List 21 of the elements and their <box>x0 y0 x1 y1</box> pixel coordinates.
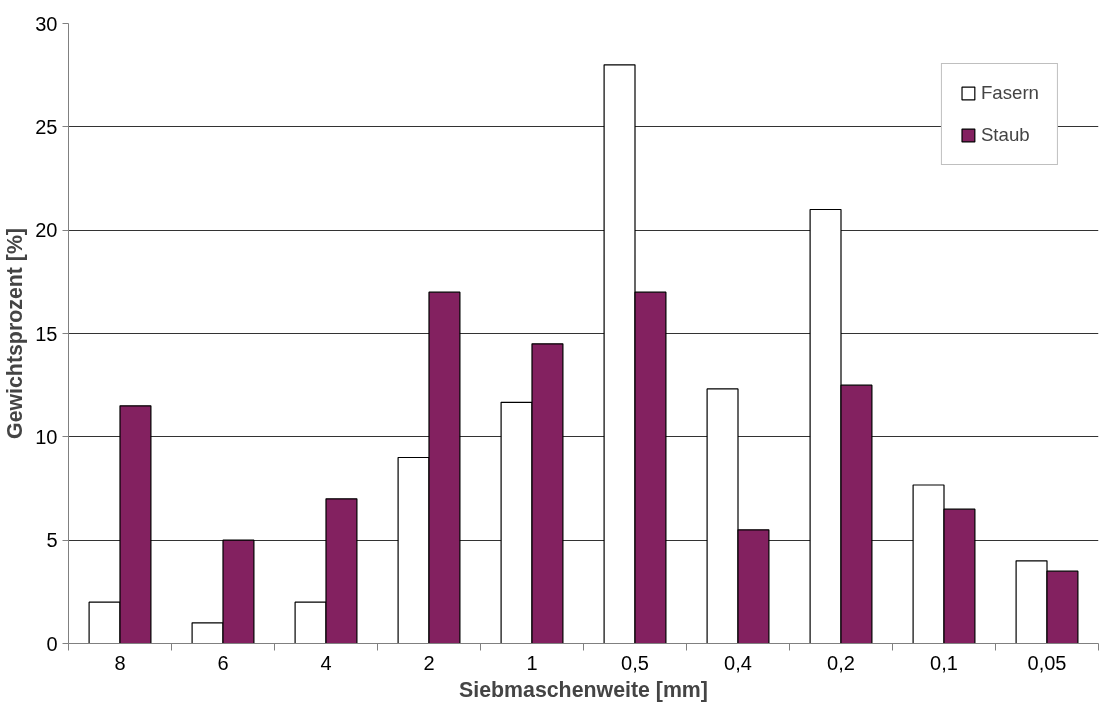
x-tick-label: 1 <box>526 651 538 674</box>
y-tick-label: 5 <box>46 529 58 552</box>
x-tick-label: 0,1 <box>930 651 958 674</box>
y-tick-label: 10 <box>35 425 58 448</box>
y-axis-title: Gewichtsprozent [%] <box>3 228 28 439</box>
x-tick-label: 8 <box>114 651 126 674</box>
x-axis-title: Siebmaschenweite [mm] <box>459 677 708 702</box>
y-tick-label: 15 <box>35 322 58 345</box>
x-tick-label: 0,5 <box>621 651 649 674</box>
x-tick-label: 2 <box>423 651 435 674</box>
y-tick-label: 20 <box>35 219 58 242</box>
legend-label: Fasern <box>980 82 1039 104</box>
y-tick-label: 30 <box>35 12 58 35</box>
y-tick-label: 0 <box>46 632 58 655</box>
x-tick-label: 0,2 <box>827 651 855 674</box>
y-tick-label: 25 <box>35 115 58 138</box>
legend-label: Staub <box>980 124 1030 146</box>
x-tick-label: 4 <box>320 651 332 674</box>
x-tick-label: 0,05 <box>1027 651 1067 674</box>
x-tick-label: 6 <box>217 651 229 674</box>
x-tick-label: 0,4 <box>724 651 752 674</box>
